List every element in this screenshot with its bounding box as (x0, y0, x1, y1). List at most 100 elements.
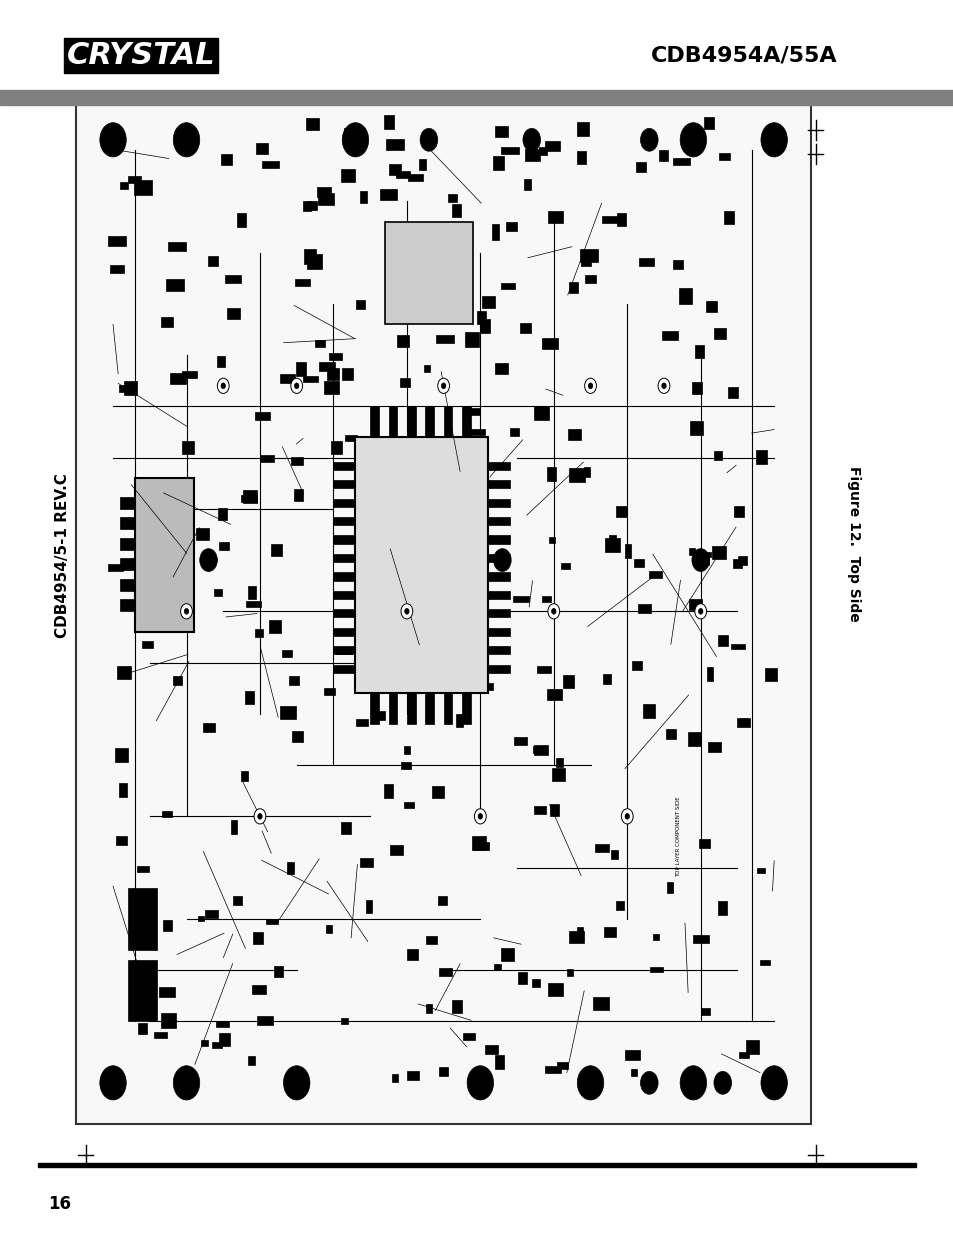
Bar (341, 169, 355, 182)
Bar (227, 309, 240, 319)
Bar (523, 179, 531, 190)
Bar (544, 141, 559, 151)
Bar (616, 902, 623, 910)
Bar (326, 368, 339, 380)
Bar (611, 850, 618, 860)
Bar (568, 282, 578, 293)
Bar (407, 1072, 418, 1081)
Bar (487, 627, 509, 636)
Bar (524, 149, 539, 161)
Circle shape (221, 383, 225, 389)
Bar (495, 1055, 503, 1068)
Circle shape (620, 809, 633, 824)
Bar (120, 599, 135, 611)
Bar (556, 758, 562, 767)
Bar (396, 335, 409, 347)
Bar (468, 619, 477, 627)
Bar (253, 931, 262, 945)
Bar (534, 406, 548, 420)
Bar (492, 225, 498, 240)
Bar (399, 378, 410, 388)
Bar (608, 535, 616, 548)
Bar (517, 972, 527, 984)
Circle shape (679, 122, 706, 157)
Bar (108, 236, 126, 246)
Bar (340, 1018, 348, 1024)
Bar (383, 115, 394, 130)
Bar (695, 345, 703, 358)
Bar (388, 164, 400, 174)
Circle shape (184, 609, 189, 614)
Circle shape (698, 609, 702, 614)
Bar (487, 664, 509, 673)
Bar (355, 437, 487, 693)
Bar (479, 683, 492, 690)
Bar (487, 555, 509, 562)
Bar (374, 710, 385, 720)
Bar (289, 677, 298, 684)
Bar (334, 646, 355, 655)
Bar (548, 211, 562, 224)
Bar (719, 153, 730, 159)
Bar (168, 242, 186, 251)
Bar (119, 783, 128, 797)
Bar (246, 601, 261, 608)
Bar (359, 191, 367, 204)
Bar (492, 156, 503, 170)
Bar (323, 382, 339, 394)
Bar (334, 499, 355, 506)
Bar (201, 1040, 208, 1046)
Bar (567, 430, 580, 440)
Bar (603, 927, 616, 937)
Circle shape (588, 383, 592, 389)
Bar (266, 919, 278, 924)
Bar (689, 421, 702, 435)
Bar (500, 283, 515, 289)
Bar (713, 329, 725, 338)
Circle shape (173, 1066, 199, 1100)
Text: CDB4954/5-1 REV.C: CDB4954/5-1 REV.C (54, 473, 70, 638)
Bar (734, 506, 743, 517)
Bar (225, 275, 241, 283)
Bar (331, 441, 342, 454)
Circle shape (253, 809, 266, 824)
Bar (652, 934, 659, 940)
Bar (134, 180, 152, 195)
Bar (303, 201, 311, 211)
Bar (323, 688, 335, 695)
Bar (385, 609, 400, 616)
Bar (577, 927, 582, 936)
Bar (334, 536, 355, 543)
Bar (400, 762, 410, 769)
Bar (386, 140, 403, 149)
Bar (76, 99, 810, 1124)
Circle shape (173, 122, 199, 157)
Text: CRYSTAL: CRYSTAL (67, 41, 215, 70)
Bar (487, 609, 509, 618)
Bar (135, 478, 193, 632)
Bar (205, 910, 218, 918)
Circle shape (522, 128, 540, 151)
Bar (380, 189, 396, 200)
Bar (642, 704, 655, 719)
Bar (243, 490, 256, 503)
Bar (370, 406, 378, 437)
Bar (534, 805, 545, 814)
Bar (392, 501, 403, 516)
Bar (425, 693, 434, 724)
Bar (487, 517, 509, 525)
Bar (196, 529, 210, 540)
Bar (474, 842, 489, 851)
Bar (334, 572, 355, 580)
Bar (334, 590, 355, 599)
Bar (562, 676, 573, 688)
Bar (280, 373, 295, 383)
Bar (120, 578, 135, 590)
Bar (208, 257, 217, 266)
Bar (142, 641, 152, 648)
Bar (438, 1067, 448, 1076)
Bar (665, 729, 676, 739)
Bar (216, 356, 225, 367)
Bar (119, 385, 133, 393)
Bar (383, 784, 393, 798)
